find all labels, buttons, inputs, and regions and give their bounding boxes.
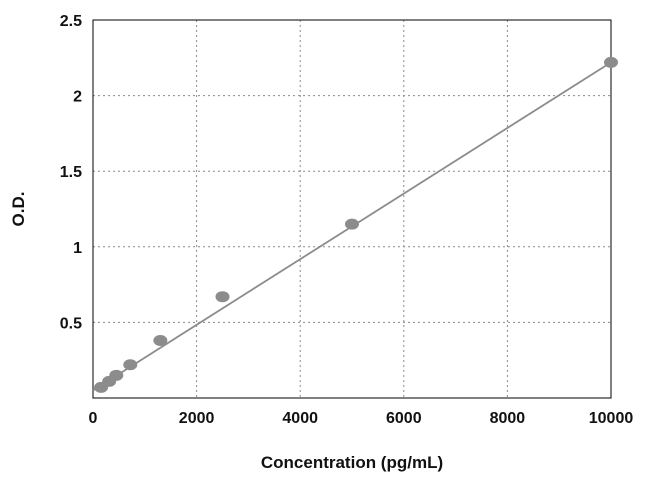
y-tick-label: 1	[73, 240, 82, 257]
x-tick-label: 2000	[179, 410, 215, 427]
x-tick-label: 4000	[282, 410, 318, 427]
x-tick-label: 6000	[386, 410, 422, 427]
data-point	[604, 56, 618, 68]
y-tick-label: 2.5	[60, 13, 82, 30]
x-axis-label: Concentration (pg/mL)	[261, 453, 443, 472]
x-tick-label: 10000	[589, 410, 634, 427]
grid-lines	[93, 20, 611, 398]
data-point	[215, 291, 230, 303]
x-tick-label: 8000	[490, 410, 526, 427]
y-axis-label: O.D.	[9, 192, 28, 227]
y-tick-label: 1.5	[60, 164, 82, 181]
y-tick-label: 0.5	[60, 315, 82, 332]
y-tick-label: 2	[73, 89, 82, 106]
data-point	[345, 218, 359, 230]
y-axis-ticks: 0.5 1 1.5 2 2.5	[60, 13, 82, 332]
data-point	[123, 359, 138, 371]
x-tick-label: 0	[89, 410, 98, 427]
data-point	[153, 335, 168, 347]
x-axis-ticks: 0 2000 4000 6000 8000 10000	[89, 410, 634, 427]
data-point	[109, 369, 124, 381]
plot-frame	[92, 19, 612, 399]
data-points	[94, 56, 618, 393]
